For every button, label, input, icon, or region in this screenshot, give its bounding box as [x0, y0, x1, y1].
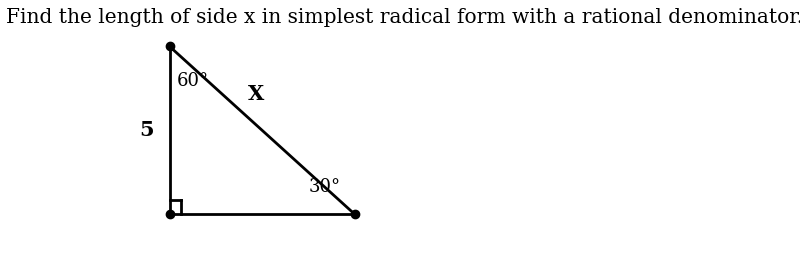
Text: 5: 5 — [139, 120, 154, 140]
Text: X: X — [248, 84, 264, 104]
Text: 60°: 60° — [177, 72, 209, 90]
Text: Find the length of side x in simplest radical form with a rational denominator.: Find the length of side x in simplest ra… — [6, 8, 800, 27]
Text: 30°: 30° — [308, 178, 341, 196]
